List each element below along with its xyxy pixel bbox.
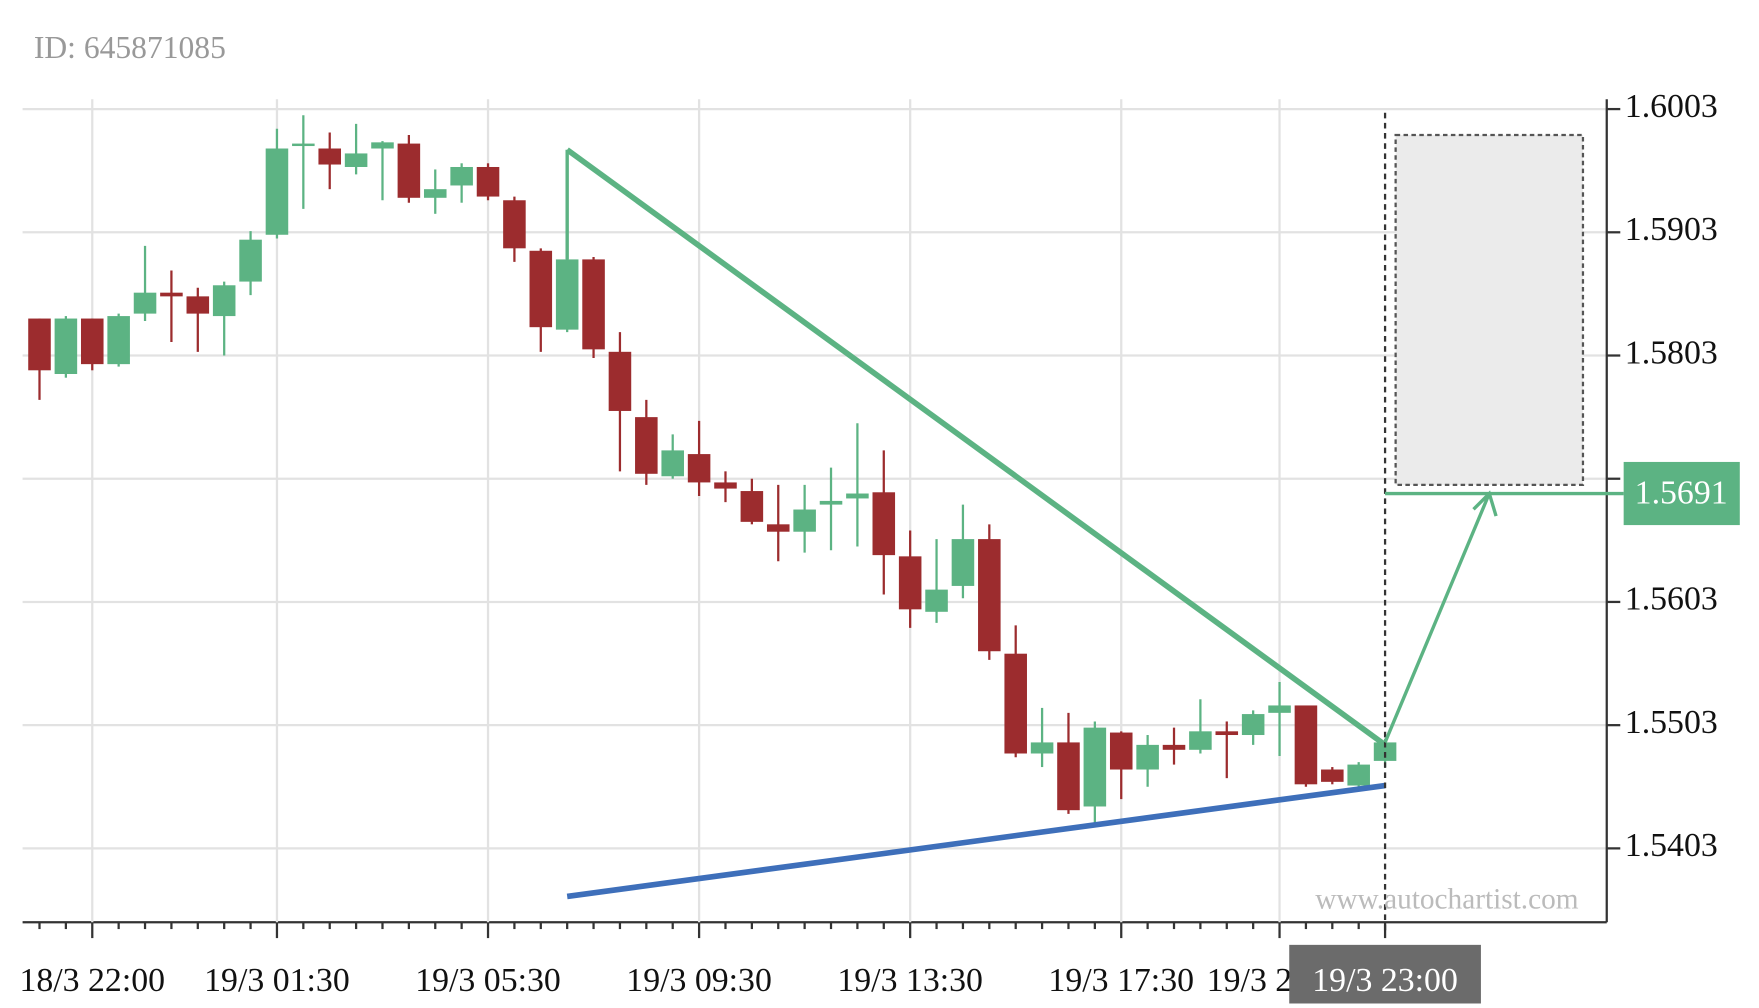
candle-body: [951, 539, 975, 586]
candle-body: [687, 454, 711, 483]
candle-body: [292, 143, 315, 147]
candle-body: [819, 500, 843, 505]
candle-body: [1162, 744, 1186, 750]
candle-body: [503, 200, 526, 249]
candle-body: [344, 153, 368, 167]
candle-body: [423, 189, 447, 198]
candle-body: [186, 296, 210, 314]
resistance-line: [565, 147, 1387, 748]
candle-body: [1321, 769, 1344, 782]
chart-id: ID: 645871085: [34, 30, 226, 65]
x-tick-label: 19/3 17:30: [1048, 962, 1194, 999]
candle-body: [1109, 732, 1133, 770]
candle-body: [846, 493, 869, 499]
candle-body: [133, 292, 157, 314]
forecast-area: [1394, 133, 1585, 487]
candle-body: [1030, 742, 1054, 754]
candle-body: [714, 482, 737, 489]
candle-body: [160, 292, 183, 297]
candle-body: [450, 166, 473, 186]
target-label: 1.5691: [1635, 475, 1728, 512]
x-tick-label: 19/3 13:30: [837, 962, 983, 999]
candle-body: [1004, 653, 1027, 754]
candle-body: [265, 148, 289, 235]
x-tick-label: 19/3 09:30: [626, 962, 772, 999]
candle-body: [107, 316, 130, 365]
current-time-box: [1289, 944, 1481, 1004]
x-tick-label: 19/3 01:30: [204, 962, 350, 999]
candle-body: [80, 318, 104, 365]
candle-body: [28, 318, 51, 371]
x-tick-label: 18/3 22:00: [19, 962, 165, 999]
candle-body: [397, 143, 421, 198]
candle-body: [54, 318, 78, 374]
candle-body: [766, 524, 790, 532]
candle-body: [555, 259, 579, 330]
candle-body: [793, 509, 816, 532]
candle-body: [925, 589, 948, 612]
candle-body: [529, 250, 553, 328]
candle-body: [635, 417, 658, 474]
candle-body: [1241, 714, 1265, 736]
arrow-head: [1472, 490, 1498, 517]
candle-body: [1057, 742, 1080, 811]
candle-body: [476, 166, 500, 197]
candle-body: [1268, 705, 1291, 713]
y-tick-label: 1.6003: [1625, 88, 1718, 125]
y-tick-label: 1.5403: [1625, 827, 1718, 864]
watermark: www.autochartist.com: [1315, 884, 1579, 916]
candle-body: [1136, 744, 1159, 770]
candle-body: [661, 450, 684, 477]
forecast-arrow: [1383, 492, 1491, 744]
candle-body: [1083, 727, 1107, 807]
x-tick-label: 19/3 23:00: [1312, 962, 1458, 999]
candle-body: [608, 351, 632, 411]
y-tick-label: 1.5503: [1625, 704, 1718, 741]
x-tick-label: 19/3 05:30: [415, 962, 561, 999]
candle-body: [318, 148, 341, 165]
candle-body: [212, 285, 236, 317]
target-label-box: [1623, 461, 1740, 526]
y-tick-label: 1.5603: [1625, 581, 1718, 618]
candle-body: [371, 142, 394, 149]
support-line: [566, 782, 1386, 900]
candle-body: [740, 491, 764, 522]
candle-body: [1215, 731, 1239, 736]
candle-body: [1347, 764, 1370, 786]
candle-body: [1189, 731, 1212, 750]
candle-body: [1294, 705, 1318, 785]
candle-body: [872, 492, 896, 556]
y-tick-label: 1.5903: [1625, 211, 1718, 248]
y-tick-label: 1.5803: [1625, 334, 1718, 371]
candle-body: [978, 539, 1001, 652]
candle-body: [898, 556, 922, 610]
candle-body: [582, 259, 605, 350]
candle-body: [1373, 742, 1397, 761]
candle-body: [239, 239, 262, 282]
